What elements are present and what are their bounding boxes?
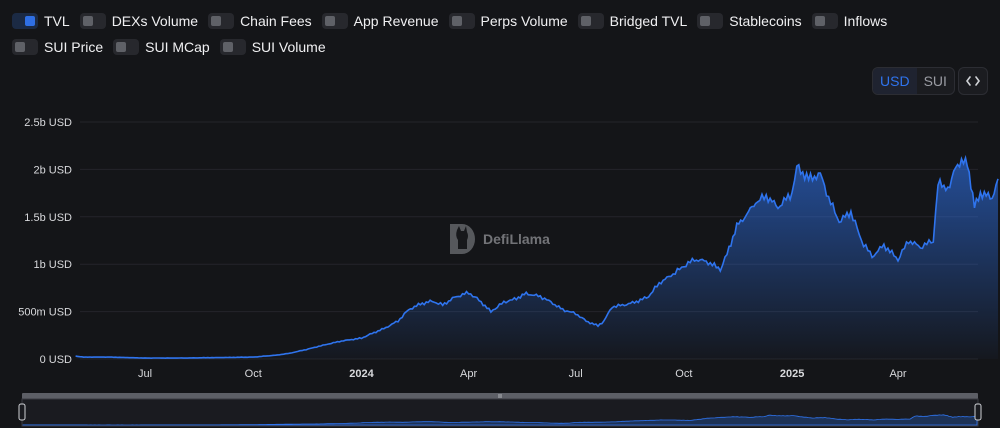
series-toggle-tvl[interactable]: TVL bbox=[12, 12, 70, 30]
x-tick-label: Oct bbox=[245, 368, 262, 380]
y-tick-label: 2.5b USD bbox=[24, 117, 72, 129]
range-brush[interactable] bbox=[0, 390, 1000, 428]
y-tick-label: 1.5b USD bbox=[24, 212, 72, 224]
embed-code-button[interactable] bbox=[958, 67, 988, 95]
x-tick-label: 2025 bbox=[780, 368, 804, 380]
y-tick-label: 2b USD bbox=[33, 164, 72, 176]
x-tick-label: 2024 bbox=[349, 368, 374, 380]
toggle-knob bbox=[222, 42, 233, 52]
brush-left-handle[interactable] bbox=[18, 403, 26, 421]
series-toggle-perps-volume[interactable]: Perps Volume bbox=[448, 12, 568, 30]
toggle-label: App Revenue bbox=[353, 13, 439, 29]
tvl-area bbox=[75, 157, 999, 359]
watermark-text: DefiLlama bbox=[483, 231, 550, 247]
tvl-line bbox=[75, 154, 999, 360]
brush-preview-area bbox=[22, 414, 978, 426]
toggle-switch[interactable] bbox=[12, 13, 38, 29]
brush-right-handle[interactable] bbox=[974, 403, 982, 421]
toggle-switch[interactable] bbox=[321, 13, 348, 29]
series-toggle-dexs-volume[interactable]: DEXs Volume bbox=[79, 12, 199, 30]
toggle-label: TVL bbox=[44, 13, 70, 29]
toggle-knob bbox=[116, 42, 127, 52]
toggle-label: Perps Volume bbox=[480, 13, 568, 29]
toggle-switch[interactable] bbox=[448, 13, 475, 29]
denomination-usd-button[interactable]: USD bbox=[873, 68, 917, 94]
code-brackets-icon bbox=[966, 76, 980, 86]
series-toggle-list: TVL DEXs Volume Chain Fees App Revenue Perps… bbox=[12, 12, 988, 56]
toggle-switch[interactable] bbox=[79, 13, 106, 29]
toggle-switch[interactable] bbox=[12, 39, 38, 55]
x-tick-label: Oct bbox=[675, 368, 692, 380]
toggle-switch[interactable] bbox=[113, 39, 140, 55]
x-tick-label: Apr bbox=[460, 368, 477, 380]
x-tick-label: Apr bbox=[889, 368, 906, 380]
series-toggle-sui-price[interactable]: SUI Price bbox=[12, 38, 103, 56]
toggle-label: Stablecoins bbox=[729, 13, 802, 29]
y-tick-label: 1b USD bbox=[33, 259, 72, 271]
toggle-label: SUI Price bbox=[44, 39, 104, 55]
series-toggle-sui-volume[interactable]: SUI Volume bbox=[219, 38, 326, 56]
series-toggle-app-revenue[interactable]: App Revenue bbox=[321, 12, 439, 30]
toggle-switch[interactable] bbox=[811, 13, 838, 29]
toggle-knob bbox=[451, 16, 462, 26]
toggle-knob bbox=[25, 16, 35, 26]
series-toggle-stablecoins[interactable]: Stablecoins bbox=[697, 12, 802, 30]
toggle-switch[interactable] bbox=[219, 39, 246, 55]
series-toggle-bridged-tvl[interactable]: Bridged TVL bbox=[577, 12, 688, 30]
y-tick-label: 500m USD bbox=[18, 307, 72, 319]
y-tick-label: 0 USD bbox=[40, 354, 72, 366]
toggle-switch[interactable] bbox=[577, 13, 604, 29]
x-tick-label: Jul bbox=[138, 368, 152, 380]
tvl-chart: 0 USD 500m USD 1b USD 1.5b USD 2b USD 2.5b US… bbox=[18, 117, 999, 380]
denomination-switch: USD SUI bbox=[872, 67, 955, 95]
toggle-label: Bridged TVL bbox=[609, 13, 688, 29]
defillama-logo-icon bbox=[450, 224, 475, 254]
series-toggle-chain-fees[interactable]: Chain Fees bbox=[208, 12, 312, 30]
toggle-switch[interactable] bbox=[697, 13, 724, 29]
toggle-knob bbox=[82, 16, 93, 26]
series-toggle-sui-mcap[interactable]: SUI MCap bbox=[113, 38, 210, 56]
toggle-knob bbox=[15, 42, 25, 52]
toggle-knob bbox=[814, 16, 825, 26]
series-toggle-inflows[interactable]: Inflows bbox=[811, 12, 888, 30]
toggle-label: Inflows bbox=[843, 13, 888, 29]
toggle-label: SUI Volume bbox=[251, 39, 326, 55]
toggle-label: Chain Fees bbox=[240, 13, 312, 29]
x-tick-label: Jul bbox=[569, 368, 583, 380]
toggle-label: DEXs Volume bbox=[111, 13, 199, 29]
toggle-knob bbox=[211, 16, 222, 26]
toggle-knob bbox=[324, 16, 335, 26]
denomination-sui-button[interactable]: SUI bbox=[923, 73, 947, 89]
toggle-knob bbox=[580, 16, 591, 26]
toggle-knob bbox=[700, 16, 711, 26]
toggle-switch[interactable] bbox=[208, 13, 235, 29]
toggle-label: SUI MCap bbox=[145, 39, 210, 55]
watermark: DefiLlama bbox=[447, 222, 550, 256]
